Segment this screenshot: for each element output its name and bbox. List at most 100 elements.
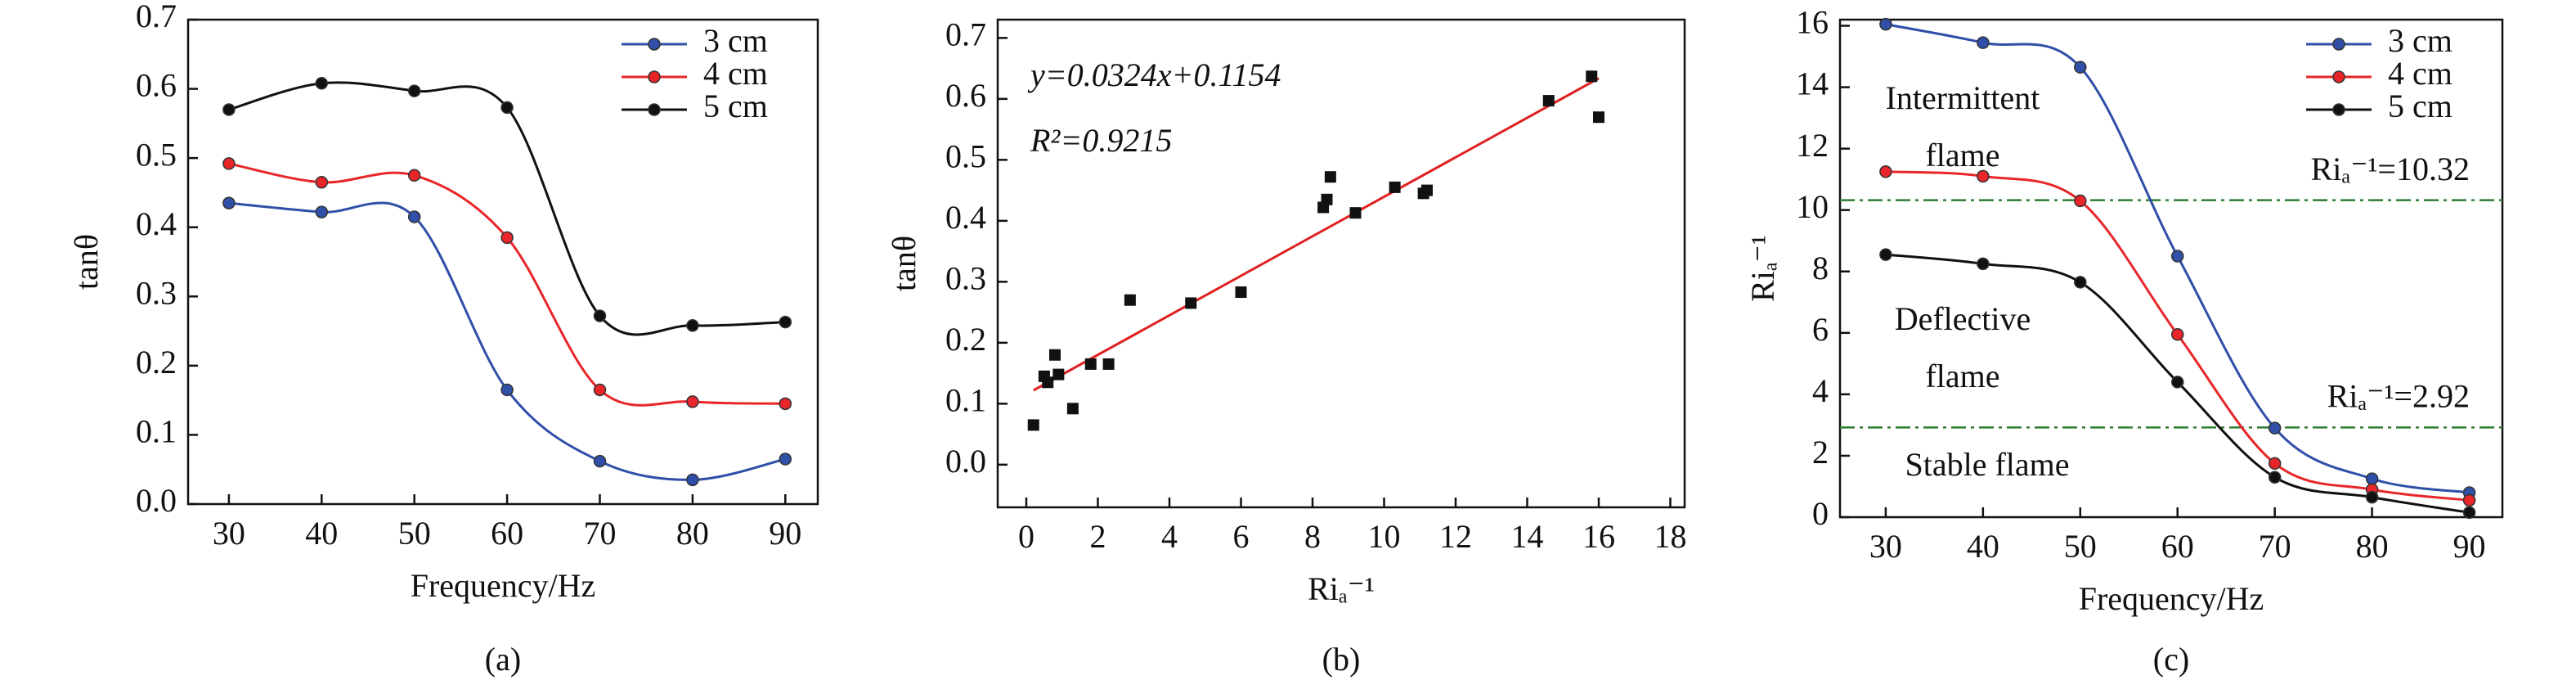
point <box>1324 171 1336 183</box>
point <box>2074 194 2087 208</box>
point <box>779 453 792 466</box>
point <box>500 231 514 245</box>
panel-label: (b) <box>1322 641 1361 678</box>
point <box>2170 250 2184 263</box>
y-tick-label: 0.5 <box>945 138 986 175</box>
y-axis-label: tanθ <box>68 234 105 290</box>
point <box>1042 376 1054 389</box>
x-tick-label: 12 <box>1439 518 1472 555</box>
x-tick-label: 90 <box>769 515 801 552</box>
x-tick-label: 50 <box>398 515 431 552</box>
y-tick-label: 14 <box>1796 65 1829 102</box>
x-tick-label: 70 <box>2259 528 2291 565</box>
annotation: Deflective <box>1895 300 2031 337</box>
x-tick-label: 0 <box>1018 518 1034 555</box>
point <box>315 205 329 218</box>
y-tick-label: 0.1 <box>136 413 177 450</box>
x-tick-label: 30 <box>1869 528 1902 565</box>
y-tick-label: 16 <box>1796 4 1829 41</box>
x-tick-label: 2 <box>1090 518 1106 555</box>
point <box>315 175 329 189</box>
x-tick-label: 4 <box>1161 518 1178 555</box>
point <box>500 383 514 397</box>
legend-label: 5 cm <box>2388 88 2453 124</box>
x-tick-label: 16 <box>1582 518 1615 555</box>
y-tick-label: 0.6 <box>945 77 986 114</box>
point <box>1321 193 1333 205</box>
point <box>1586 70 1598 83</box>
point <box>2268 457 2282 471</box>
point <box>407 210 421 223</box>
point <box>500 101 514 115</box>
x-tick-label: 10 <box>1368 518 1401 555</box>
plot-frame <box>186 18 819 506</box>
point <box>686 319 699 332</box>
point <box>1977 257 1990 271</box>
y-tick-label: 12 <box>1796 127 1829 164</box>
fit-line <box>1033 77 1600 392</box>
point <box>686 395 699 408</box>
annotation: Intermittent <box>1886 79 2040 116</box>
point <box>222 157 236 170</box>
point <box>222 103 236 116</box>
legend-marker <box>2332 38 2345 51</box>
y-tick-label: 0 <box>1812 495 1829 532</box>
y-tick-label: 0.6 <box>136 67 177 104</box>
annotation: Stable flame <box>1905 446 2069 483</box>
point <box>1049 349 1061 361</box>
point <box>1421 184 1433 196</box>
y-tick-label: 10 <box>1796 188 1829 225</box>
point <box>1879 165 1892 178</box>
legend-marker <box>648 70 661 83</box>
x-axis-label: Riₐ⁻¹ <box>1308 570 1375 607</box>
x-tick-label: 80 <box>2356 528 2389 565</box>
series-line <box>228 81 786 336</box>
point <box>1879 17 1892 31</box>
series-line <box>228 162 786 407</box>
point <box>686 473 699 487</box>
point <box>2170 376 2184 389</box>
y-tick-label: 0.2 <box>945 321 986 358</box>
point <box>2074 276 2087 289</box>
point <box>593 454 607 468</box>
y-tick-label: 0.0 <box>945 443 986 480</box>
legend-marker <box>648 103 661 116</box>
legend-label: 3 cm <box>703 22 768 59</box>
y-tick-label: 0.4 <box>945 199 986 236</box>
x-tick-label: 14 <box>1511 518 1544 555</box>
point <box>779 397 792 411</box>
x-tick-label: 40 <box>1967 528 1999 565</box>
point <box>1027 419 1039 431</box>
point <box>1593 111 1604 124</box>
x-tick-label: 60 <box>491 515 523 552</box>
point <box>2462 506 2476 520</box>
legend-label: 3 cm <box>2388 22 2453 59</box>
annotation: flame <box>1925 358 1999 394</box>
point <box>1185 297 1197 309</box>
point <box>1879 248 1892 261</box>
x-tick-label: 30 <box>213 515 245 552</box>
x-tick-label: 8 <box>1304 518 1321 555</box>
point <box>1052 368 1065 381</box>
point <box>1349 207 1362 219</box>
point <box>2365 490 2379 504</box>
y-tick-label: 0.2 <box>136 344 177 381</box>
panel-label: (c) <box>2153 641 2189 678</box>
point <box>1389 181 1401 193</box>
x-tick-label: 80 <box>676 515 709 552</box>
point <box>1066 403 1079 415</box>
y-tick-label: 8 <box>1812 250 1829 286</box>
point <box>2462 493 2476 507</box>
y-tick-label: 0.0 <box>136 482 177 519</box>
point <box>1084 358 1097 370</box>
annotation: R²=0.9215 <box>1030 122 1172 159</box>
y-tick-label: 0.3 <box>945 260 986 297</box>
point <box>1102 358 1115 370</box>
y-tick-label: 0.7 <box>136 0 177 34</box>
y-axis-label: Riₐ⁻¹ <box>1744 235 1781 302</box>
annotation: y=0.0324x+0.1154 <box>1027 56 1281 93</box>
legend-label: 4 cm <box>2388 55 2453 92</box>
plot-frame <box>1838 18 2504 519</box>
x-tick-label: 40 <box>305 515 338 552</box>
